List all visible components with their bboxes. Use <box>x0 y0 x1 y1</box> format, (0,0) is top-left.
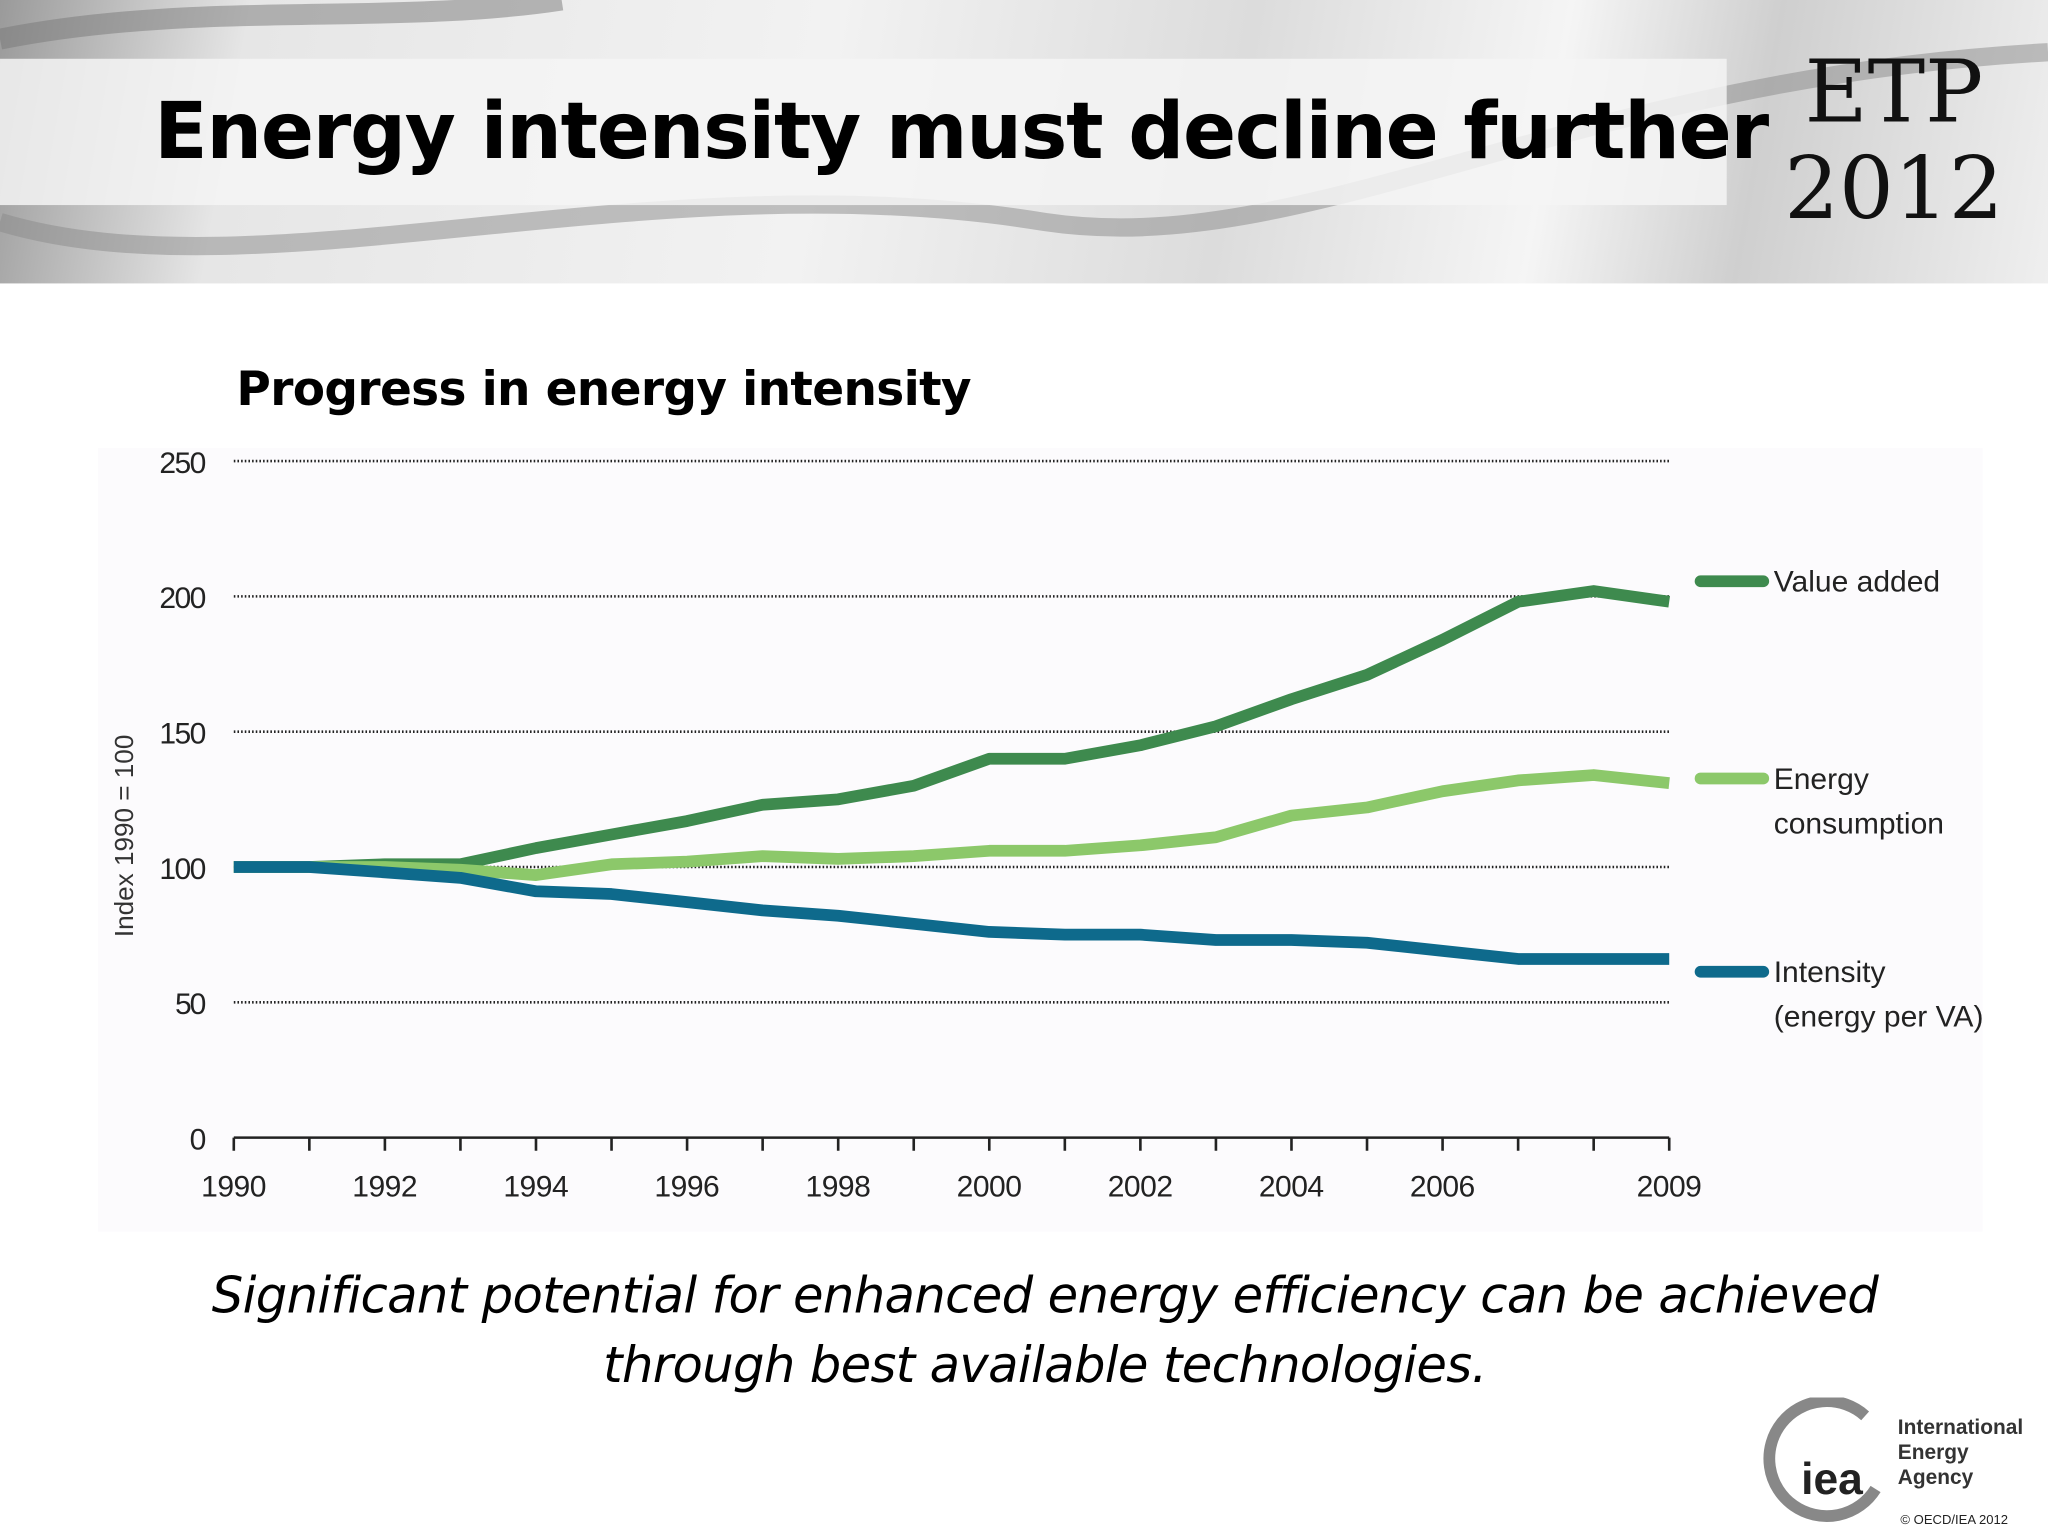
legend-label-1-line2: consumption <box>1774 807 1944 840</box>
y-tick-label: 100 <box>159 853 206 886</box>
series-line-2 <box>233 861 1670 965</box>
iea-name: International Energy Agency <box>1898 1416 2048 1490</box>
x-tick-label: 2002 <box>1108 1170 1173 1203</box>
y-tick-label: 250 <box>159 447 206 480</box>
title-band <box>0 58 1727 206</box>
x-tick-label: 1998 <box>806 1170 871 1203</box>
etp-badge-line1: ETP <box>1804 41 1984 143</box>
series-line-1 <box>233 769 1670 881</box>
iea-name-line1: International <box>1897 1417 2024 1440</box>
page-title: Energy intensity must decline further <box>154 86 1769 178</box>
y-axis-label: Index 1990 = 100 <box>109 735 139 938</box>
x-tick-label: 1990 <box>201 1170 266 1203</box>
iea-name-line2: Energy Agency <box>1897 1441 1974 1489</box>
etp-badge: ETP 2012 <box>1784 44 2003 237</box>
legend-label-0: Value added <box>1774 566 1940 599</box>
x-tick-label: 1992 <box>352 1170 417 1203</box>
legend-label-1: Energy <box>1774 763 1869 796</box>
x-tick-label: 1996 <box>654 1170 719 1203</box>
y-tick-label: 0 <box>190 1123 207 1156</box>
header-banner: Energy intensity must decline further ET… <box>0 0 2048 284</box>
chart-title: Progress in energy intensity <box>236 363 971 417</box>
iea-logo: iea <box>1763 1397 1881 1522</box>
line-chart: 0 50 100 150 200 250 1990 1992 1994 1996 1998 2000 2… <box>109 447 1984 1204</box>
y-tick-label: 150 <box>159 717 206 750</box>
series-line-0 <box>233 585 1671 873</box>
y-tick-label: 200 <box>159 582 206 615</box>
caption-line1: Significant potential for enhanced energ… <box>211 1266 1879 1325</box>
legend-label-2-line2: (energy per VA) <box>1774 1001 1984 1034</box>
x-tick-label: 2004 <box>1259 1170 1324 1203</box>
x-tick-label: 2006 <box>1410 1170 1475 1203</box>
x-tick-label: 2000 <box>957 1170 1022 1203</box>
caption-line2: through best available technologies. <box>603 1336 1487 1394</box>
y-tick-label: 50 <box>175 988 206 1021</box>
copyright: © OECD/IEA 2012 <box>1900 1513 2009 1529</box>
iea-logo-mark: iea <box>1801 1455 1863 1504</box>
legend-label-2: Intensity <box>1774 956 1886 989</box>
chart-background <box>97 447 1983 1232</box>
etp-badge-line2: 2012 <box>1784 138 2004 240</box>
x-tick-label: 1994 <box>503 1170 568 1203</box>
caption: Significant potential for enhanced energ… <box>0 1262 2048 1400</box>
x-tick-label: 2009 <box>1637 1170 1702 1203</box>
